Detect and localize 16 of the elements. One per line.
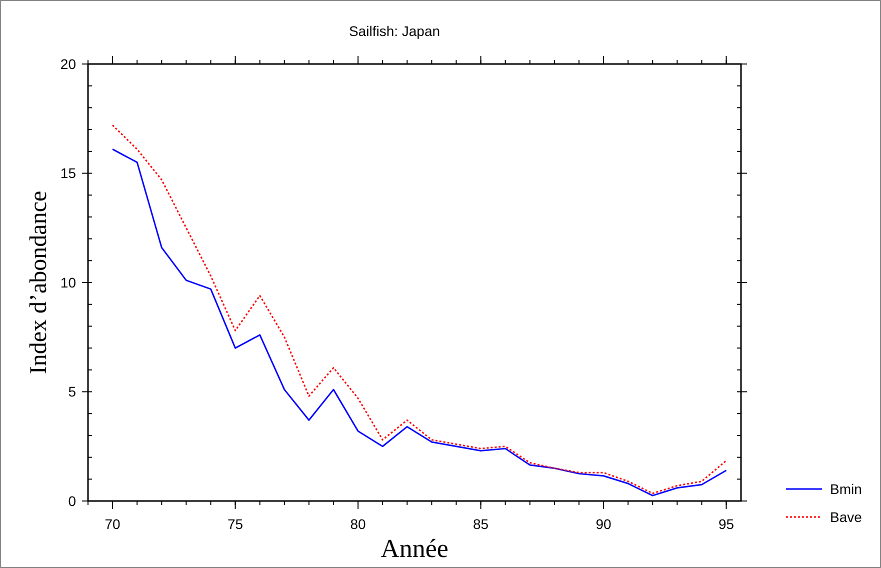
x-tick-label: 80	[350, 516, 366, 532]
x-axis-title: Année	[380, 534, 448, 563]
x-tick-label: 90	[596, 516, 612, 532]
y-axis-title: Index d’abondance	[26, 190, 52, 374]
x-tick-label: 85	[472, 516, 489, 532]
y-tick-label: 20	[60, 56, 76, 72]
x-tick-label: 95	[718, 516, 734, 532]
legend-label: Bave	[830, 508, 862, 525]
x-tick-label: 70	[104, 516, 121, 532]
chart-title: Sailfish: Japan	[348, 23, 440, 39]
x-tick-label: 75	[228, 516, 244, 532]
y-tick-label: 15	[60, 165, 76, 182]
y-tick-label: 0	[68, 492, 76, 509]
legend-label: Bmin	[830, 480, 862, 497]
y-tick-label: 5	[68, 384, 76, 400]
y-tick-label: 10	[60, 274, 76, 290]
